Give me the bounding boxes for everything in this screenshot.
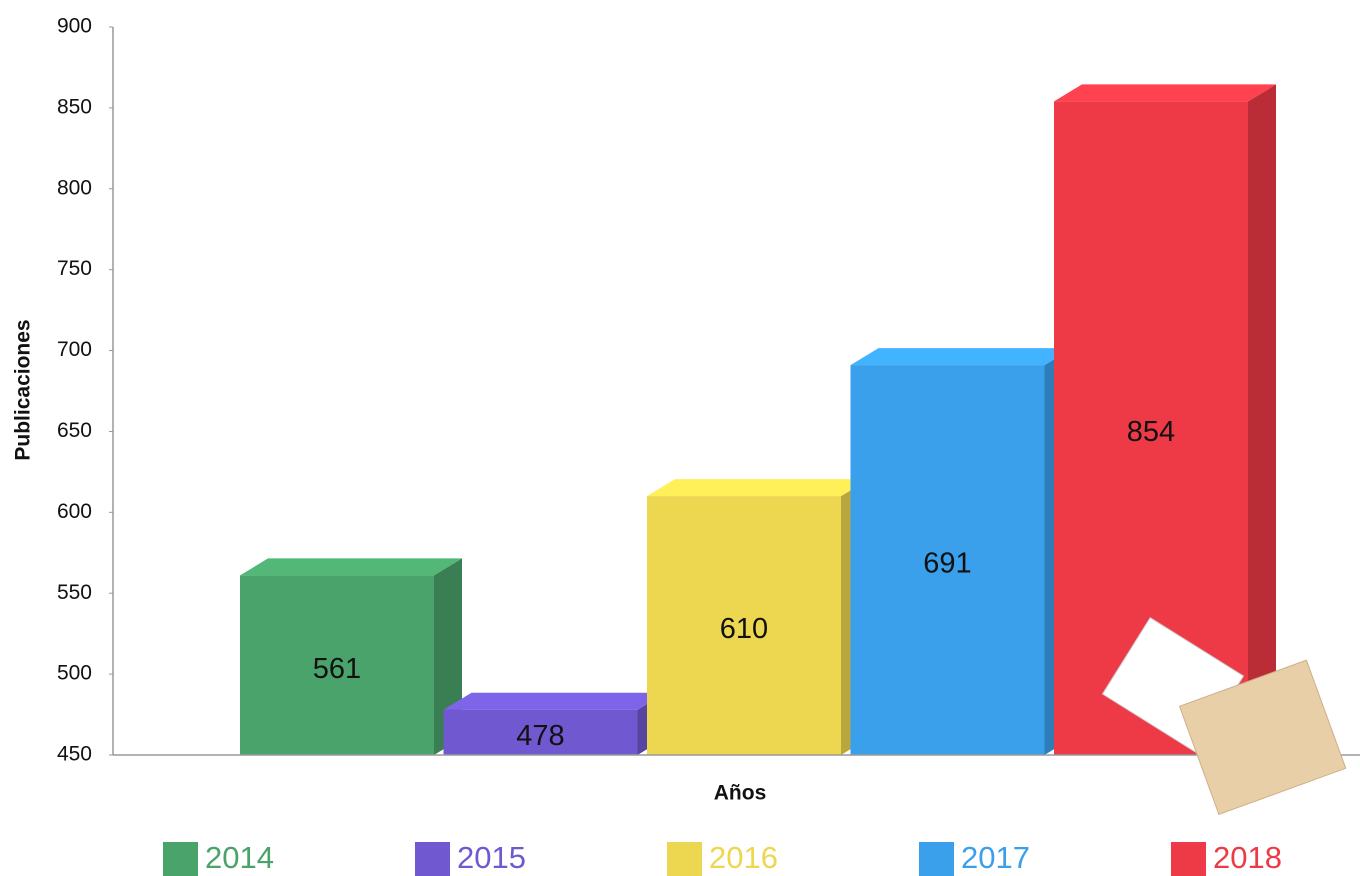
bar-side bbox=[1248, 84, 1276, 755]
bar-front bbox=[443, 709, 638, 755]
legend-label: 2014 bbox=[205, 840, 274, 875]
bar-top bbox=[850, 348, 1073, 366]
legend-label: 2016 bbox=[709, 840, 778, 875]
x-axis-title: Años bbox=[714, 782, 767, 805]
legend-swatch bbox=[163, 842, 198, 876]
legend-swatch bbox=[415, 842, 450, 876]
y-tick-label: 600 bbox=[57, 500, 92, 523]
y-tick-label: 500 bbox=[57, 662, 92, 685]
legend-label: 2018 bbox=[1213, 840, 1282, 875]
y-tick-label: 900 bbox=[57, 15, 92, 38]
value-label: 854 bbox=[1127, 416, 1175, 448]
bar-top bbox=[1054, 84, 1276, 102]
legend-swatch bbox=[919, 842, 954, 876]
bar bbox=[240, 558, 462, 755]
bar-top bbox=[443, 692, 666, 710]
bar-top bbox=[647, 479, 869, 497]
bar-top bbox=[240, 558, 462, 576]
bar-front bbox=[647, 496, 841, 755]
value-label: 561 bbox=[313, 653, 361, 685]
legend-label: 2017 bbox=[961, 840, 1030, 875]
bar-front bbox=[850, 365, 1045, 755]
value-label: 478 bbox=[516, 720, 564, 752]
notebook bbox=[1178, 659, 1347, 816]
legend-swatch bbox=[667, 842, 702, 876]
legend-swatch bbox=[1171, 842, 1206, 876]
notebook-decoration bbox=[1101, 617, 1347, 816]
value-label: 691 bbox=[923, 548, 971, 580]
y-tick-label: 850 bbox=[57, 95, 92, 118]
y-axis-title: Publicaciones bbox=[12, 319, 35, 460]
y-tick-label: 650 bbox=[57, 419, 92, 442]
legend-label: 2015 bbox=[457, 840, 526, 875]
bar-front bbox=[240, 575, 434, 755]
y-tick-label: 700 bbox=[57, 338, 92, 361]
value-label: 610 bbox=[720, 613, 768, 645]
bars bbox=[240, 84, 1276, 755]
y-tick-label: 550 bbox=[57, 581, 92, 604]
bar bbox=[443, 692, 666, 755]
y-tick-label: 800 bbox=[57, 176, 92, 199]
y-tick-label: 450 bbox=[57, 743, 92, 766]
y-tick-label: 750 bbox=[57, 257, 92, 280]
